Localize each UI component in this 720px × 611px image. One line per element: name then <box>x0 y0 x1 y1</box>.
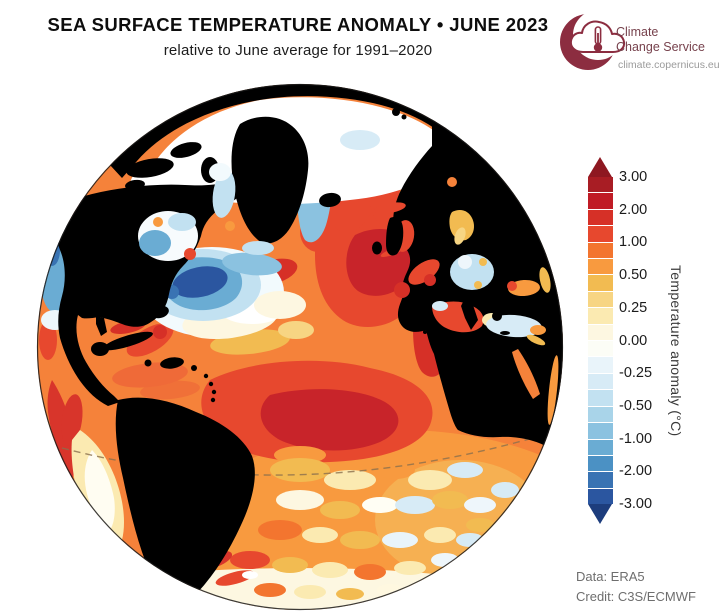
page-title: SEA SURFACE TEMPERATURE ANOMALY • JUNE 2… <box>47 14 549 35</box>
island-svalbard <box>392 108 400 116</box>
island-ireland <box>372 241 382 255</box>
colorbar-tick-label: 1.00 <box>619 234 648 251</box>
colorbar-axis-title: Temperature anomaly (°C) <box>668 264 684 437</box>
colorbar-segments <box>588 177 613 505</box>
colorbar-tick-label: -0.25 <box>619 365 653 382</box>
globe-limb <box>36 83 564 611</box>
equator-line <box>61 429 561 476</box>
island-cuba <box>103 331 153 351</box>
colorbar-segment <box>588 357 613 373</box>
logo-text-line1: Climate <box>616 25 658 39</box>
peninsula-greece <box>492 311 502 321</box>
island-hispaniola <box>160 357 184 369</box>
ocean-warm-patterns <box>39 121 519 600</box>
island-britain <box>386 217 404 256</box>
colorbar-tick-label: -0.50 <box>619 397 653 414</box>
peninsula-italy <box>461 300 478 330</box>
page-subtitle: relative to June average for 1991–2020 <box>163 42 433 59</box>
island-iceland <box>319 192 341 208</box>
islands <box>91 108 510 403</box>
colorbar-segment <box>588 193 613 209</box>
island-newfoundland <box>151 305 169 319</box>
logo-url: climate.copernicus.eu <box>618 59 720 71</box>
colorbar-tick-label: -3.00 <box>619 496 653 512</box>
land-south-america <box>115 397 255 601</box>
land-greenland <box>231 116 309 244</box>
header: SEA SURFACE TEMPERATURE ANOMALY • JUNE 2… <box>0 14 596 59</box>
colorbar-tick-label: -2.00 <box>619 463 653 480</box>
colorbar-segment <box>588 226 613 242</box>
colorbar-arrow-up <box>588 157 612 177</box>
colorbar-tick-label: 0.50 <box>619 267 648 284</box>
attribution: Data: ERA5 Credit: C3S/ECMWF <box>576 567 696 606</box>
colorbar-segment <box>588 488 613 505</box>
colorbar-tick-label: 3.00 <box>619 169 648 185</box>
marginal-seas <box>138 163 559 523</box>
copernicus-c3s-logo: Climate Change Service climate.copernicu… <box>550 6 720 76</box>
colorbar-segment <box>588 341 613 357</box>
land-eurasia-africa <box>393 84 563 610</box>
colorbar-segment <box>588 275 613 291</box>
peninsula-florida <box>96 316 107 336</box>
island-crete <box>500 331 510 335</box>
colorbar-segment <box>588 439 613 455</box>
colorbar-segment <box>588 373 613 390</box>
colorbar-segment <box>588 390 613 406</box>
colorbar-legend: 3.00 2.00 1.00 0.50 0.25 0.00 -0.25 -0.50 -1.00 -… <box>588 157 720 547</box>
colorbar-arrow-down <box>588 504 612 524</box>
colorbar-tick-label: -1.00 <box>619 430 653 447</box>
colorbar-segment <box>588 472 613 488</box>
colorbar-segment <box>588 242 613 259</box>
colorbar-tick-label: 0.00 <box>619 332 648 349</box>
colorbar-segment <box>588 406 613 423</box>
colorbar-segment <box>588 291 613 308</box>
land-north-america <box>56 176 248 406</box>
landmasses <box>56 84 563 610</box>
island-canary <box>423 330 427 334</box>
island-puerto-rico <box>191 365 197 371</box>
colorbar-segment <box>588 423 613 439</box>
credit-label: Credit: C3S/ECMWF <box>576 588 696 604</box>
colorbar-segment <box>588 259 613 275</box>
peninsula-yucatan <box>91 342 109 356</box>
logo-text-line2: Change Service <box>616 40 705 54</box>
colorbar-tick-label: 0.25 <box>619 299 648 316</box>
land-polar-band <box>110 84 490 180</box>
colorbar-segment <box>588 324 613 341</box>
colorbar-segment <box>588 177 613 193</box>
colorbar-segment <box>588 308 613 324</box>
colorbar-segment <box>588 209 613 226</box>
colorbar-segment <box>588 455 613 472</box>
logo-thermometer-icon <box>593 26 603 52</box>
island-jamaica <box>144 359 152 367</box>
colorbar-tick-label: 2.00 <box>619 201 648 218</box>
data-source-label: Data: ERA5 <box>576 569 645 584</box>
